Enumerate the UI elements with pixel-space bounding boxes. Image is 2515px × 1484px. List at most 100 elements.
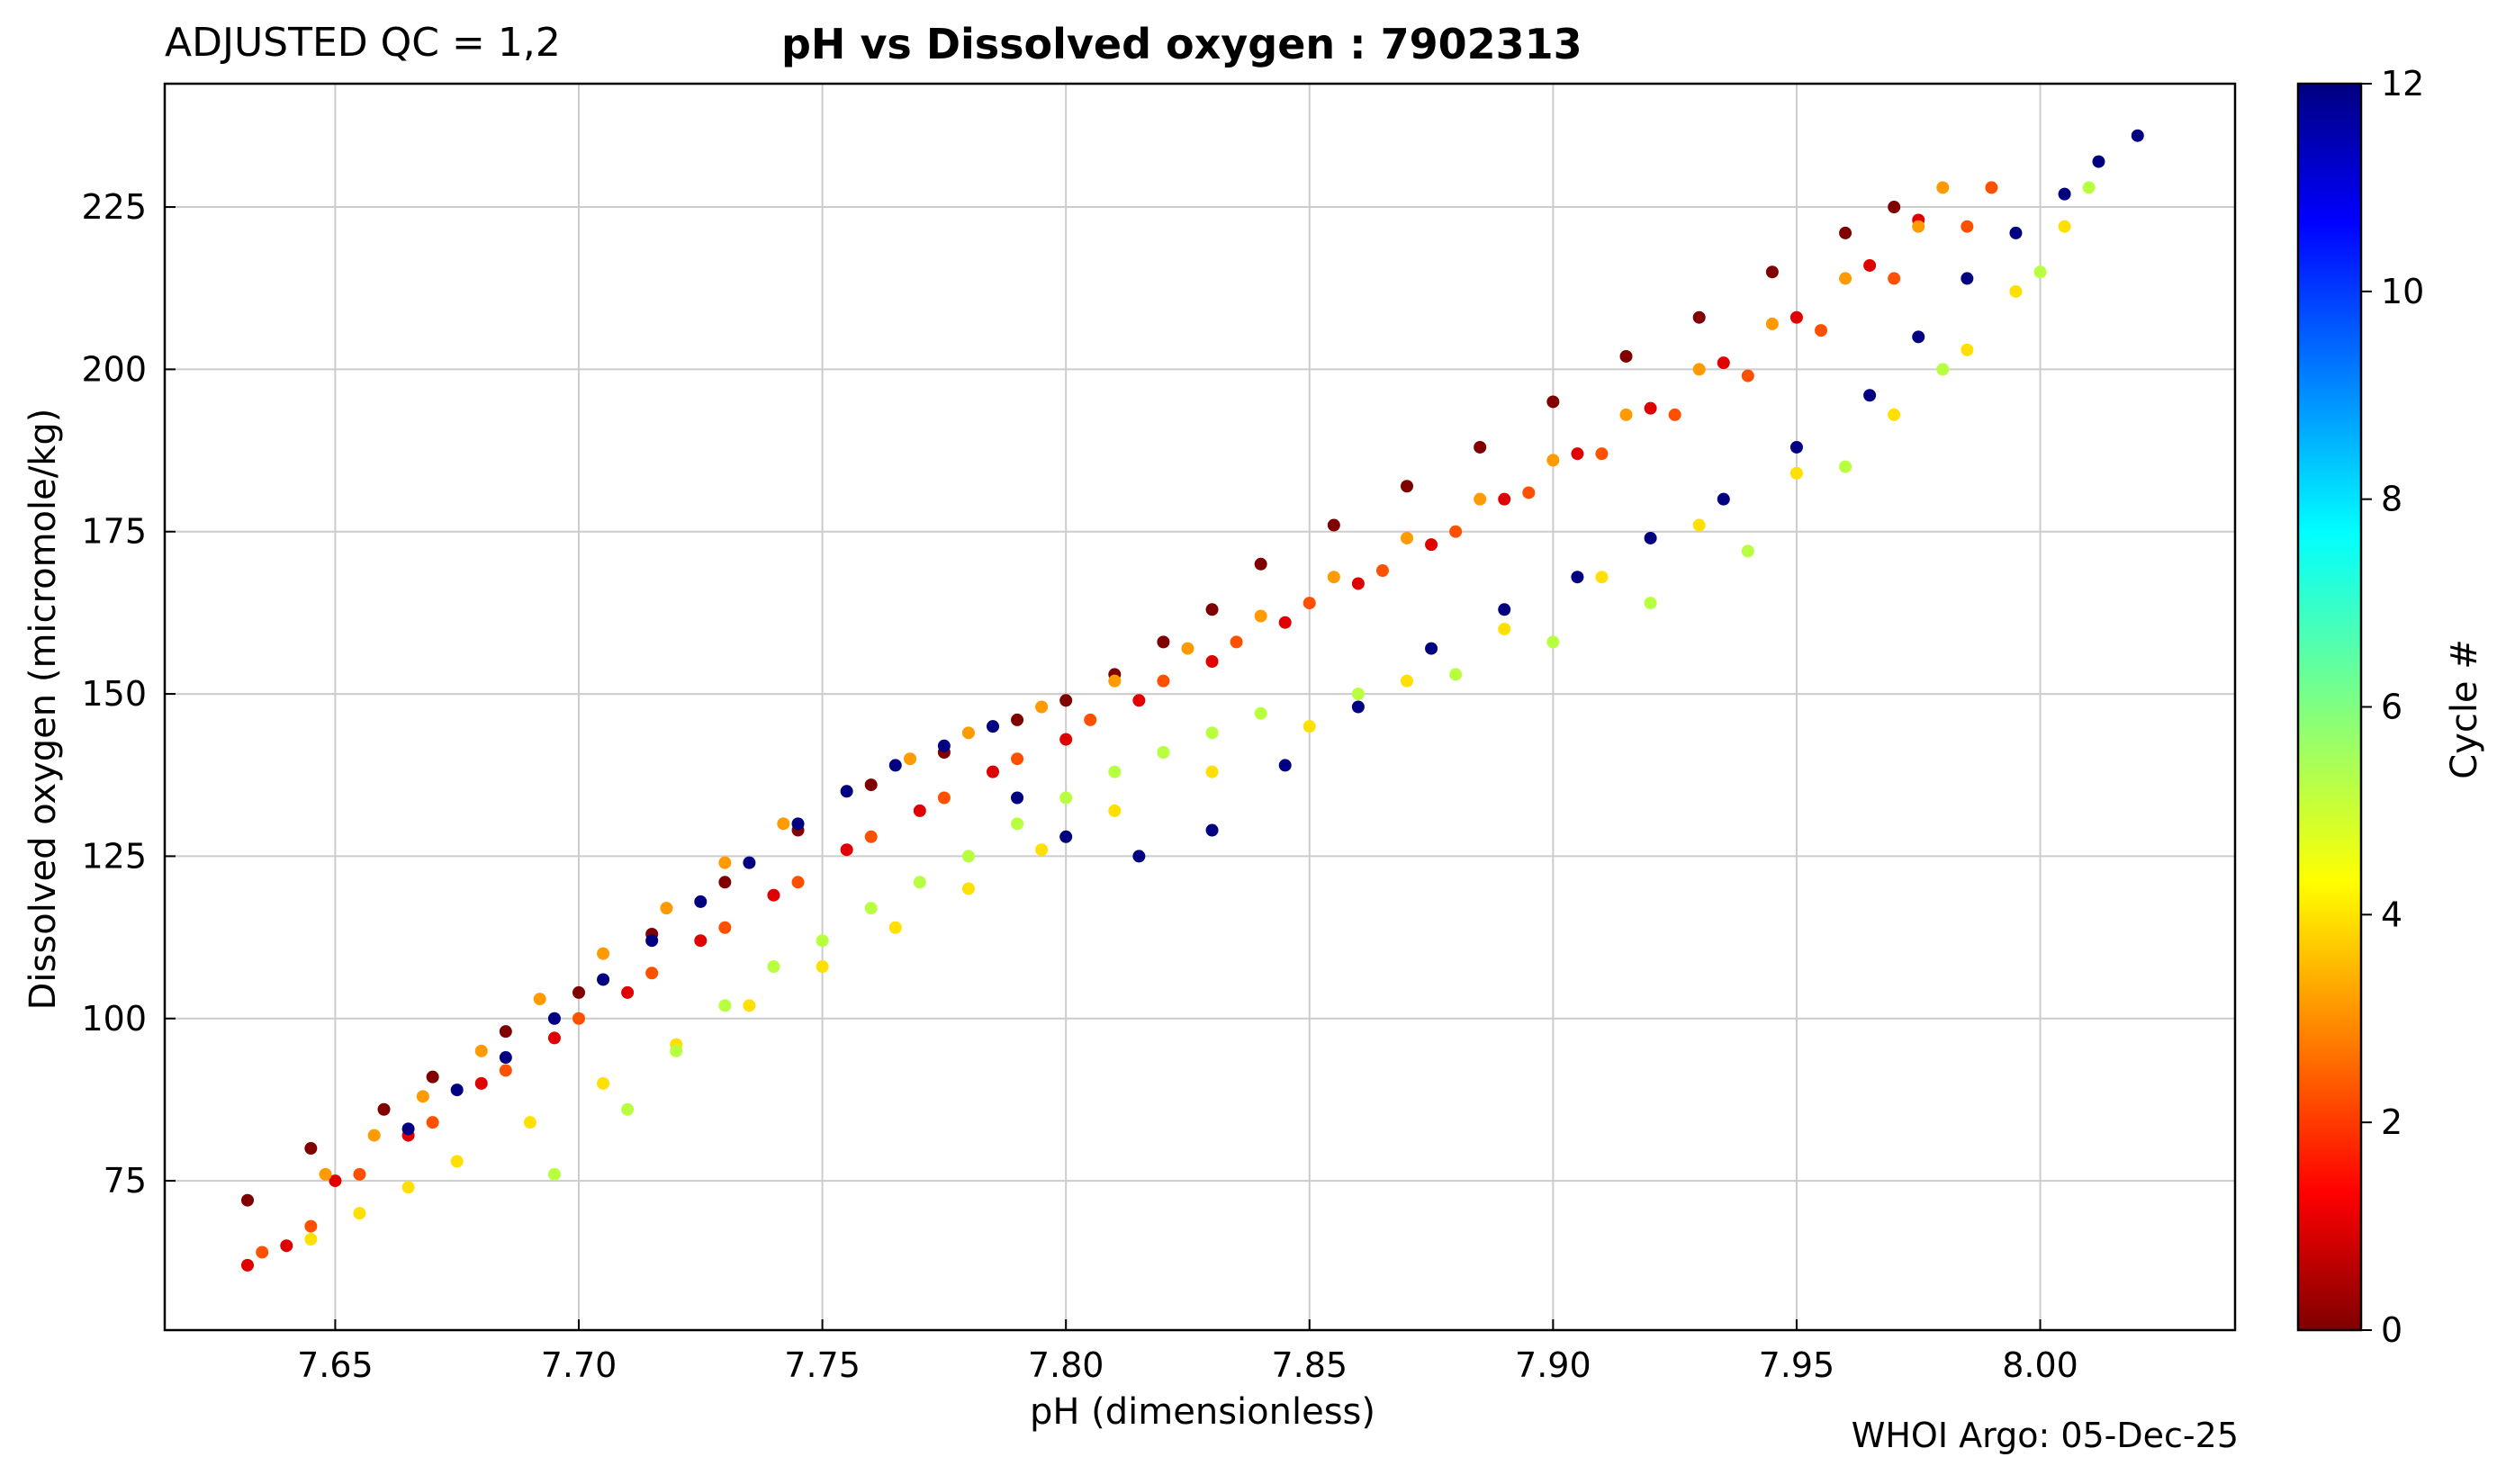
data-point-cycle-3 — [1912, 220, 1925, 233]
data-point-cycle-5 — [913, 876, 926, 889]
data-point-cycle-2 — [1230, 635, 1243, 649]
data-point-cycle-1 — [1498, 492, 1511, 506]
data-point-cycle-2 — [1303, 597, 1316, 610]
data-point-cycle-4 — [2009, 284, 2023, 298]
data-point-cycle-3 — [319, 1167, 332, 1181]
data-points — [241, 129, 2144, 1272]
colorbar-tick-label: 4 — [2381, 895, 2402, 934]
data-point-cycle-12 — [645, 934, 659, 948]
data-point-cycle-5 — [816, 934, 829, 948]
data-point-cycle-4 — [1205, 765, 1219, 778]
data-point-cycle-0 — [1401, 480, 1413, 493]
data-point-cycle-3 — [1181, 642, 1194, 655]
y-tick-label: 175 — [81, 512, 147, 552]
data-point-cycle-12 — [1789, 440, 1803, 454]
colorbar-tick-label: 6 — [2381, 688, 2402, 727]
plot-frame — [163, 82, 2237, 1332]
data-point-cycle-4 — [743, 999, 756, 1012]
data-point-cycle-1 — [1717, 356, 1730, 370]
data-point-cycle-0 — [377, 1102, 391, 1116]
colorbar-tick-label: 2 — [2381, 1102, 2402, 1142]
data-point-cycle-0 — [718, 876, 732, 889]
data-point-cycle-2 — [1595, 447, 1609, 461]
data-point-cycle-12 — [1205, 823, 1219, 837]
data-point-cycle-3 — [1401, 531, 1413, 544]
y-tick-label: 125 — [81, 836, 147, 876]
data-point-cycle-5 — [1254, 706, 1267, 720]
x-tick-label: 7.65 — [297, 1345, 374, 1385]
data-point-cycle-2 — [1522, 486, 1536, 499]
data-point-cycle-1 — [767, 888, 780, 902]
data-point-cycle-2 — [1449, 525, 1463, 538]
qc-label: ADJUSTED QC = 1,2 — [165, 20, 561, 66]
colorbar-tick-label: 10 — [2381, 272, 2424, 311]
data-point-cycle-12 — [2092, 155, 2105, 168]
data-point-cycle-4 — [401, 1181, 415, 1194]
data-point-cycle-0 — [572, 985, 585, 999]
data-point-cycle-1 — [840, 843, 853, 857]
x-tick-label: 7.70 — [541, 1345, 617, 1385]
data-point-cycle-12 — [791, 817, 805, 831]
data-point-cycle-1 — [913, 804, 926, 817]
data-point-cycle-0 — [1888, 201, 1901, 214]
x-tick-label: 7.75 — [784, 1345, 861, 1385]
data-point-cycle-2 — [353, 1167, 366, 1181]
data-point-cycle-0 — [1474, 440, 1487, 454]
data-point-cycle-5 — [1449, 668, 1463, 681]
data-point-cycle-12 — [1011, 791, 1024, 805]
data-point-cycle-12 — [597, 973, 610, 986]
data-point-cycle-2 — [1011, 752, 1024, 766]
colorbar — [2296, 82, 2363, 1332]
data-point-cycle-1 — [241, 1258, 254, 1272]
data-point-cycle-4 — [353, 1207, 366, 1220]
data-point-cycle-5 — [621, 1102, 635, 1116]
data-point-cycle-0 — [1619, 349, 1633, 363]
data-point-cycle-3 — [718, 856, 732, 869]
data-point-cycle-4 — [1498, 622, 1511, 635]
data-point-cycle-5 — [1546, 635, 1560, 649]
data-point-cycle-4 — [1692, 518, 1706, 532]
data-point-cycle-12 — [2009, 226, 2023, 239]
data-point-cycle-4 — [2058, 220, 2071, 233]
data-point-cycle-1 — [1425, 538, 1438, 552]
x-tick-label: 8.00 — [2002, 1345, 2078, 1385]
data-point-cycle-12 — [694, 895, 708, 908]
data-point-cycle-12 — [499, 1051, 512, 1065]
data-point-cycle-5 — [1011, 817, 1024, 831]
data-point-cycle-3 — [597, 947, 610, 960]
data-point-cycle-5 — [2082, 181, 2096, 194]
data-point-cycle-4 — [1035, 843, 1049, 857]
y-tick-label: 100 — [81, 999, 147, 1039]
data-point-cycle-5 — [1936, 363, 1950, 376]
data-point-cycle-12 — [1425, 642, 1438, 655]
data-point-cycle-12 — [1961, 272, 1974, 285]
x-axis-label: pH (dimensionless) — [1029, 1391, 1376, 1433]
data-point-cycle-12 — [2058, 187, 2071, 201]
data-point-cycle-4 — [961, 882, 975, 895]
y-tick-label: 75 — [104, 1161, 147, 1201]
data-point-cycle-5 — [1205, 726, 1219, 740]
data-point-cycle-5 — [961, 850, 975, 863]
data-point-cycle-12 — [1498, 603, 1511, 616]
data-point-cycle-3 — [416, 1090, 429, 1103]
data-point-cycle-0 — [1765, 265, 1779, 279]
x-tick-label: 7.80 — [1028, 1345, 1104, 1385]
data-point-cycle-2 — [1668, 408, 1681, 421]
grid-lines — [165, 84, 2235, 1330]
data-point-cycle-2 — [256, 1246, 269, 1259]
data-point-cycle-12 — [1912, 330, 1925, 344]
data-point-cycle-4 — [1961, 343, 1974, 356]
data-point-cycle-2 — [718, 921, 732, 934]
data-point-cycle-4 — [1108, 804, 1122, 817]
data-point-cycle-12 — [937, 739, 951, 752]
data-point-cycle-12 — [1863, 389, 1877, 402]
data-point-cycle-3 — [904, 752, 916, 766]
data-point-cycle-12 — [1059, 830, 1073, 843]
data-point-cycle-0 — [241, 1193, 254, 1207]
data-point-cycle-1 — [547, 1031, 561, 1045]
y-tick-label: 225 — [81, 187, 147, 227]
data-point-cycle-3 — [474, 1044, 488, 1057]
data-point-cycle-1 — [1205, 655, 1219, 669]
colorbar-tick-label: 8 — [2381, 480, 2402, 519]
